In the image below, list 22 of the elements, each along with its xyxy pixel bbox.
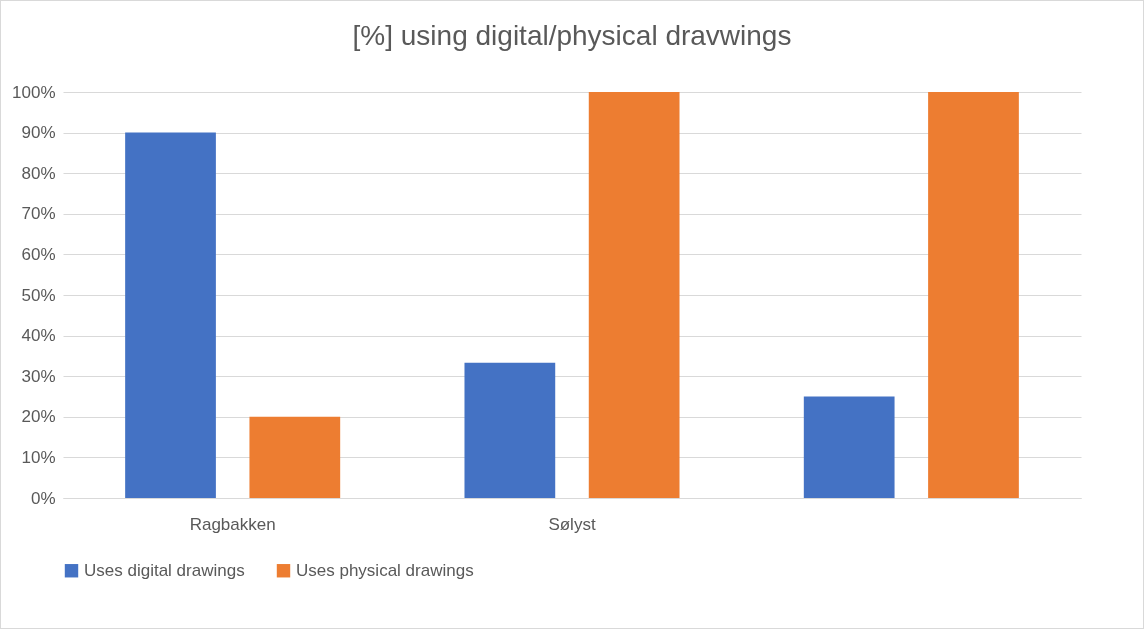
legend-label: Uses digital drawings	[84, 560, 245, 580]
bar	[803, 396, 895, 498]
y-tick-label: 90%	[21, 123, 56, 143]
y-tick-label: 40%	[21, 326, 56, 346]
bar	[249, 416, 341, 498]
y-tick-label: 60%	[21, 244, 56, 264]
y-tick-label: 20%	[21, 407, 56, 427]
x-tick-label: Ragbakken	[189, 514, 276, 534]
y-tick-label: 0%	[30, 488, 56, 508]
x-tick-label: Sølyst	[548, 514, 596, 534]
bar	[588, 92, 680, 498]
y-tick-label: 100%	[12, 82, 56, 102]
bar	[464, 362, 556, 498]
legend-label: Uses physical drawings	[296, 560, 474, 580]
y-tick-label: 30%	[21, 366, 56, 386]
chart-title: [%] using digital/physical dravwings	[352, 20, 792, 51]
y-tick-label: 10%	[21, 447, 56, 467]
y-tick-label: 80%	[21, 163, 56, 183]
bar	[928, 92, 1019, 498]
y-tick-label: 50%	[21, 285, 56, 305]
y-tick-label: 70%	[21, 204, 56, 224]
bar	[125, 132, 216, 498]
